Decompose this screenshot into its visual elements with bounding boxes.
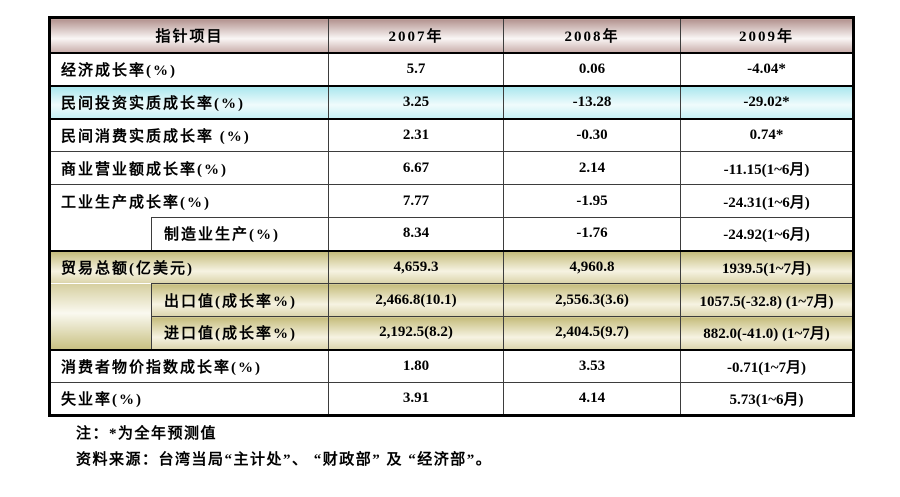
indent-spacer [49,283,152,351]
value-2008: 4.14 [503,382,682,416]
row-label: 消费者物价指数成长率(%) [48,349,330,383]
value-2009: -29.02* [680,84,855,120]
value-2008: 2,404.5(9.7) [503,316,682,351]
footnote-forecast: 注：*为全年预测值 [76,426,218,442]
row-label: 商业营业额成长率(%) [48,151,330,185]
value-2008: 4,960.8 [503,249,682,284]
value-2008: 2.14 [503,151,682,185]
table-row: 民间消费实质成长率 (%) 2.31 -0.30 0.74* [48,118,855,152]
indent-spacer [49,217,152,251]
table-subrow-highlight-khaki: 进口值(成长率%) 2,192.5(8.2) 2,404.5(9.7) 882.… [50,316,855,351]
value-2009: -0.71(1~7月) [680,349,855,383]
value-2008: 2,556.3(3.6) [503,283,682,317]
value-2009: 0.74* [680,118,855,152]
value-2007: 3.91 [328,382,505,416]
value-2008: -0.30 [503,118,682,152]
row-label: 失业率(%) [48,382,330,416]
value-2009: 1939.5(1~7月) [680,249,855,284]
value-2008: -13.28 [503,84,682,120]
table-row: 商业营业额成长率(%) 6.67 2.14 -11.15(1~6月) [48,151,855,185]
value-2009: -11.15(1~6月) [680,151,855,185]
value-2007: 3.25 [328,84,505,120]
value-2009: -24.92(1~6月) [680,217,855,251]
footnotes: 注：*为全年预测值 资料来源：台湾当局“主计处”、 “财政部” 及 “经济部”。 [76,421,492,473]
table-row: 经济成长率(%) 5.7 0.06 -4.04* [48,52,855,86]
value-2008: 3.53 [503,349,682,383]
table-row: 消费者物价指数成长率(%) 1.80 3.53 -0.71(1~7月) [48,349,855,383]
table-row: 失业率(%) 3.91 4.14 5.73(1~6月) [48,382,855,416]
value-2007: 6.67 [328,151,505,185]
row-label: 贸易总额(亿美元) [48,249,330,284]
value-2007: 2,192.5(8.2) [328,316,505,351]
value-2009: 1057.5(-32.8) (1~7月) [680,283,855,317]
value-2009: 5.73(1~6月) [680,382,855,416]
table-row: 工业生产成长率(%) 7.77 -1.95 -24.31(1~6月) [48,184,855,218]
row-label: 工业生产成长率(%) [48,184,330,218]
table-row-highlight-cyan: 民间投资实质成长率(%) 3.25 -13.28 -29.02* [48,84,855,120]
subrow-label: 制造业生产(%) [150,217,330,251]
header-cell-2008: 2008年 [503,17,682,54]
header-cell-2009: 2009年 [680,17,855,54]
value-2007: 2,466.8(10.1) [328,283,505,317]
value-2008: -1.95 [503,184,682,218]
indicators-table: 指针项目 2007年 2008年 2009年 经济成长率(%) 5.7 0.06… [48,16,856,417]
header-cell-2007: 2007年 [328,17,505,54]
value-2007: 5.7 [328,52,505,86]
row-label: 民间投资实质成长率(%) [48,84,330,120]
value-2009: -4.04* [680,52,855,86]
table-header-row: 指针项目 2007年 2008年 2009年 [48,17,855,54]
header-cell-indicator: 指针项目 [48,17,330,54]
value-2007: 2.31 [328,118,505,152]
row-label: 经济成长率(%) [48,52,330,86]
value-2009: -24.31(1~6月) [680,184,855,218]
table-row-highlight-khaki: 贸易总额(亿美元) 4,659.3 4,960.8 1939.5(1~7月) [48,249,855,284]
table-subrow-highlight-khaki: 出口值(成长率%) 2,466.8(10.1) 2,556.3(3.6) 105… [49,283,855,351]
value-2007: 4,659.3 [328,249,505,284]
value-2007: 1.80 [328,349,505,383]
value-2007: 7.77 [328,184,505,218]
table-subrow: 制造业生产(%) 8.34 -1.76 -24.92(1~6月) [49,217,855,251]
value-2008: -1.76 [503,217,682,251]
footnote-source: 资料来源：台湾当局“主计处”、 “财政部” 及 “经济部”。 [76,452,493,468]
subrow-label: 进口值(成长率%) [150,316,330,351]
subrow-label: 出口值(成长率%) [150,283,330,317]
value-2009: 882.0(-41.0) (1~7月) [680,316,855,351]
row-label: 民间消费实质成长率 (%) [48,118,330,152]
value-2007: 8.34 [328,217,505,251]
value-2008: 0.06 [503,52,682,86]
